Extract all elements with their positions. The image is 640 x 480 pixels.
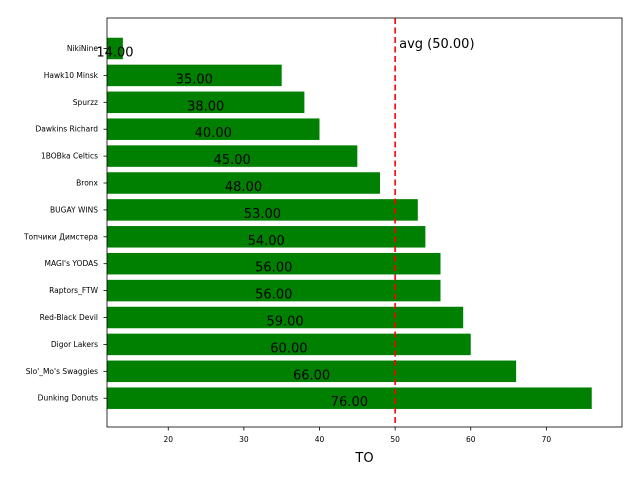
bar [107,91,305,114]
bar-value-label: 54.00 [248,234,285,249]
plot-frame [106,17,623,428]
x-tick-label: 60 [466,435,476,444]
bar [107,172,381,194]
y-tick-label: Hawk10 Minsk [44,71,99,80]
bar-value-label: 35.00 [176,72,213,87]
bar [107,226,426,248]
y-tick-label: Топчики Димстера [23,232,98,241]
bar-value-label: 56.00 [255,288,292,303]
bar [107,37,123,60]
bar [107,64,282,87]
bar [107,118,320,140]
x-tick-label: 50 [390,435,400,444]
bar [107,360,517,383]
bar-value-label: 76.00 [331,395,368,410]
bar-labels-layer: 14.00 35.00 38.00 40.00 45.00 48.00 53.00 54.00… [96,46,368,411]
bar-value-label: 56.00 [255,261,292,276]
bar-value-label: 14.00 [96,46,133,61]
x-axis-label: TO [354,451,373,466]
bar [107,387,592,409]
y-tick-label: Dunking Donuts [38,394,98,403]
y-tick-label: BUGAY WINS [50,205,98,214]
y-tick-label: Bronx [76,179,98,188]
bar-value-label: 48.00 [225,180,262,195]
bar-value-label: 45.00 [214,153,251,168]
bar [107,306,464,329]
average-line-label: avg (50.00) [399,37,474,52]
bar [107,333,471,356]
bar-value-label: 60.00 [270,341,307,356]
y-tick-label: Digor Lakers [51,340,98,349]
bar-value-label: 66.00 [293,368,330,383]
bar-value-label: 40.00 [195,126,232,141]
x-tick-label: 40 [315,435,325,444]
reference-layer: avg (50.00) [394,18,475,427]
bar [107,279,441,302]
bar-value-label: 38.00 [187,99,224,114]
bar [107,199,418,221]
bar-value-label: 59.00 [266,315,303,330]
y-tick-label: MAGI's YODAS [45,259,99,268]
x-axis: 20 30 40 50 60 70 [163,427,551,444]
bar [107,252,441,275]
y-tick-label: Dawkins Richard [36,125,99,134]
x-tick-label: 20 [163,435,173,444]
y-tick-label: NikiNine [67,44,99,53]
y-tick-label: Slo'_Mo's Swaggies [26,367,98,376]
y-tick-label: Raptors_FTW [49,286,98,295]
x-tick-label: 70 [542,435,552,444]
x-tick-label: 30 [239,435,249,444]
y-tick-label: 1BOBka Celtics [41,152,98,161]
y-tick-label: Red-Black Devil [40,313,98,322]
bar-value-label: 53.00 [244,207,281,222]
y-tick-label: Spurzz [73,98,98,107]
bar [107,145,358,167]
y-axis: NikiNine Hawk10 Minsk Spurzz Dawkins Richar… [23,44,107,403]
bars-layer [107,37,592,409]
